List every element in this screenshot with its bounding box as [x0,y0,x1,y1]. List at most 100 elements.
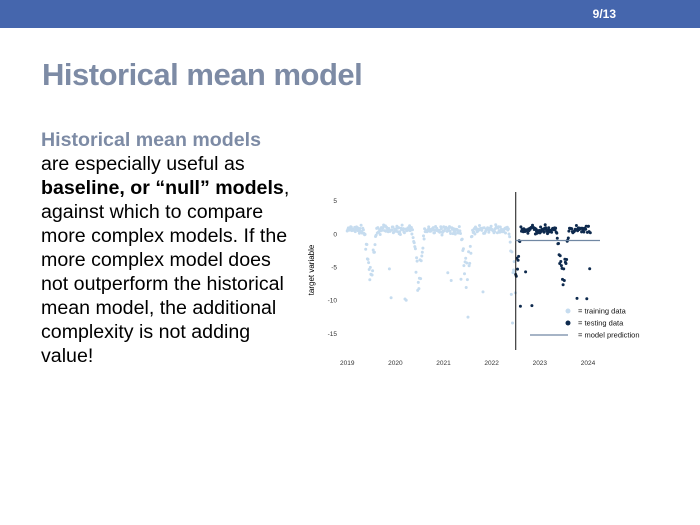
training-point [512,260,516,264]
legend-prediction-label: = model prediction [578,331,640,340]
training-point [374,233,378,237]
legend-training-label: = training data [578,307,627,316]
training-point [391,225,395,229]
training-point [416,280,420,284]
training-point [473,232,477,236]
training-point [366,257,370,261]
training-point [465,261,469,265]
testing-point [564,262,568,265]
training-point [449,232,453,235]
training-point [410,232,414,236]
x-tick-label: 2019 [340,360,355,367]
training-point [423,227,427,231]
training-point [448,225,451,229]
testing-point [517,254,521,258]
training-point [458,229,462,233]
training-point [464,286,468,289]
testing-point [587,224,590,228]
training-point [480,228,484,232]
training-point [464,256,468,260]
training-point [445,226,449,230]
page-number: 9/13 [592,7,616,21]
x-tick-label: 2020 [388,360,403,367]
x-tick-label: 2023 [533,360,548,367]
training-point [365,243,369,246]
training-point [404,298,408,302]
training-point [449,279,453,282]
testing-point [585,297,589,301]
training-point [468,244,472,248]
testing-point [584,227,588,231]
training-point [431,226,435,230]
slide-title: Historical mean model [42,57,363,92]
training-point [467,264,471,268]
training-point [396,230,399,234]
training-point [359,223,363,227]
testing-point [531,223,534,227]
training-point [376,226,380,230]
testing-point [570,227,574,231]
training-point [465,278,469,282]
training-point [417,287,421,291]
training-point [511,321,514,325]
body-bold-1: baseline, or “null” models [41,177,284,199]
testing-point [555,231,559,235]
testing-point [547,226,551,230]
testing-point [582,230,586,234]
training-point [363,232,367,236]
training-point [438,230,442,234]
x-tick-label: 2021 [436,360,451,367]
training-point [507,232,511,236]
training-point [390,228,394,232]
y-tick-label: 0 [333,231,337,238]
scatter-chart: target variable 50-5-10-15 2019 2020 2021 2… [307,192,640,367]
training-point [387,227,391,230]
training-point [504,231,507,235]
body-text: Historical mean models are especially us… [41,128,291,368]
training-point [420,250,424,254]
training-point [420,254,424,258]
testing-point [516,258,520,262]
training-point [469,251,473,255]
y-tick-label: -15 [328,331,338,338]
training-point [498,225,502,229]
testing-point [588,231,592,235]
training-point [493,230,497,233]
training-point [509,292,513,296]
testing-point [559,264,563,268]
testing-point [526,231,530,235]
testing-point [543,223,547,227]
testing-point [524,270,528,274]
testing-point [559,260,563,263]
testing-point [530,304,534,308]
training-point [373,243,377,247]
training-point [364,247,368,251]
training-point [446,271,450,275]
header-bar: 9/13 [0,0,700,28]
training-point [433,231,436,235]
body-part-2: , against which to compare more complex … [41,177,290,367]
training-point [462,264,466,268]
data-points [345,223,592,325]
testing-point [575,296,579,300]
training-point [358,227,362,230]
legend-training-swatch [565,308,571,314]
testing-point [518,304,522,308]
training-point [422,234,425,238]
body-part-1: are especially useful as [41,153,245,175]
training-point [481,290,485,294]
training-point [414,270,418,274]
training-point [415,256,419,260]
testing-point [557,242,560,245]
training-point [489,224,493,228]
training-point [453,232,457,236]
training-point [361,228,365,232]
training-point [452,227,455,231]
training-point [412,241,416,245]
testing-point [574,224,578,227]
training-point [460,237,464,241]
testing-point [588,267,592,271]
training-point [439,227,443,231]
training-point [413,247,417,251]
training-point [400,223,404,227]
